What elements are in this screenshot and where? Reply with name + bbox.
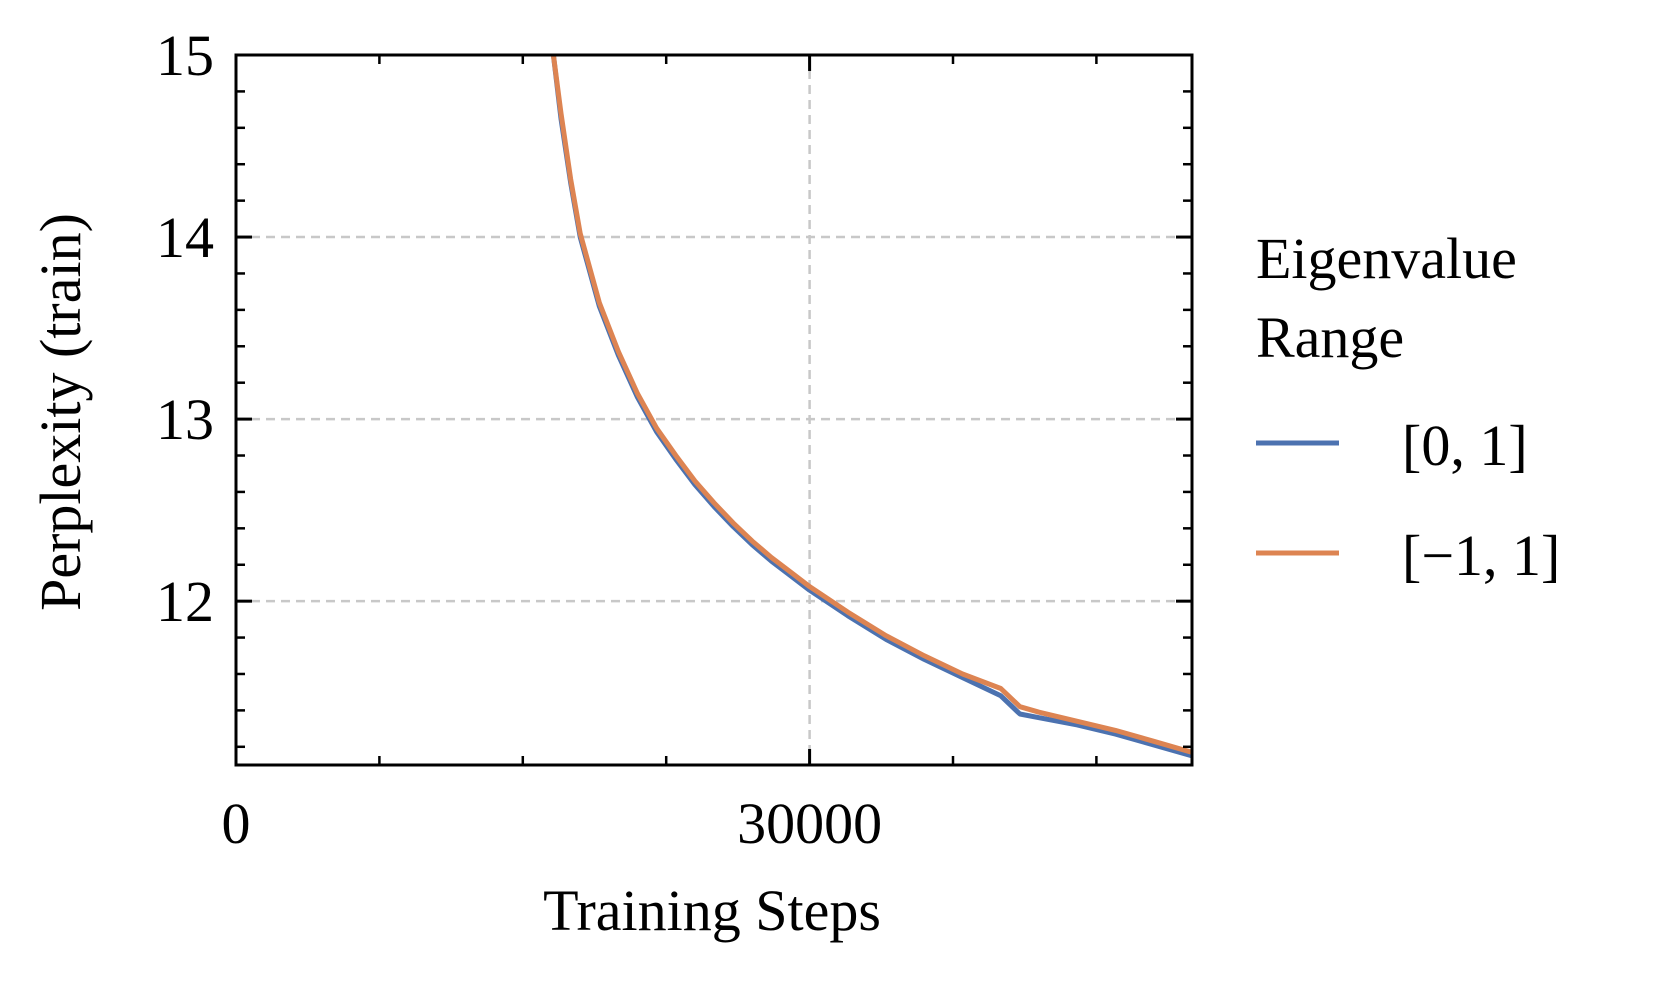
x-tick-label: 30000 xyxy=(737,791,882,856)
tick-labels: 12 13 14 15 0 30000 xyxy=(156,23,882,856)
y-tick-label: 13 xyxy=(156,387,214,452)
legend-title-line-1: Eigenvalue xyxy=(1256,226,1517,291)
legend-title-line-2: Range xyxy=(1256,305,1404,370)
legend-label-series-1: [0, 1] xyxy=(1402,413,1528,478)
x-axis-label: Training Steps xyxy=(543,878,881,943)
series-lines xyxy=(550,55,1192,759)
y-axis-label: Perplexity (train) xyxy=(28,213,93,611)
y-tick-label: 15 xyxy=(156,23,214,88)
y-tick-label: 14 xyxy=(156,205,214,270)
legend-label-series-2: [−1, 1] xyxy=(1402,523,1560,588)
y-tick-label: 12 xyxy=(156,569,214,634)
plot-frame xyxy=(234,53,1194,767)
series-line-1 xyxy=(550,55,1192,759)
legend: Eigenvalue Range [0, 1] [−1, 1] xyxy=(1256,226,1560,588)
axis-ticks xyxy=(234,53,1192,765)
x-tick-label: 0 xyxy=(222,791,251,856)
grid-lines xyxy=(236,55,1192,765)
series-line-2 xyxy=(550,55,1192,755)
